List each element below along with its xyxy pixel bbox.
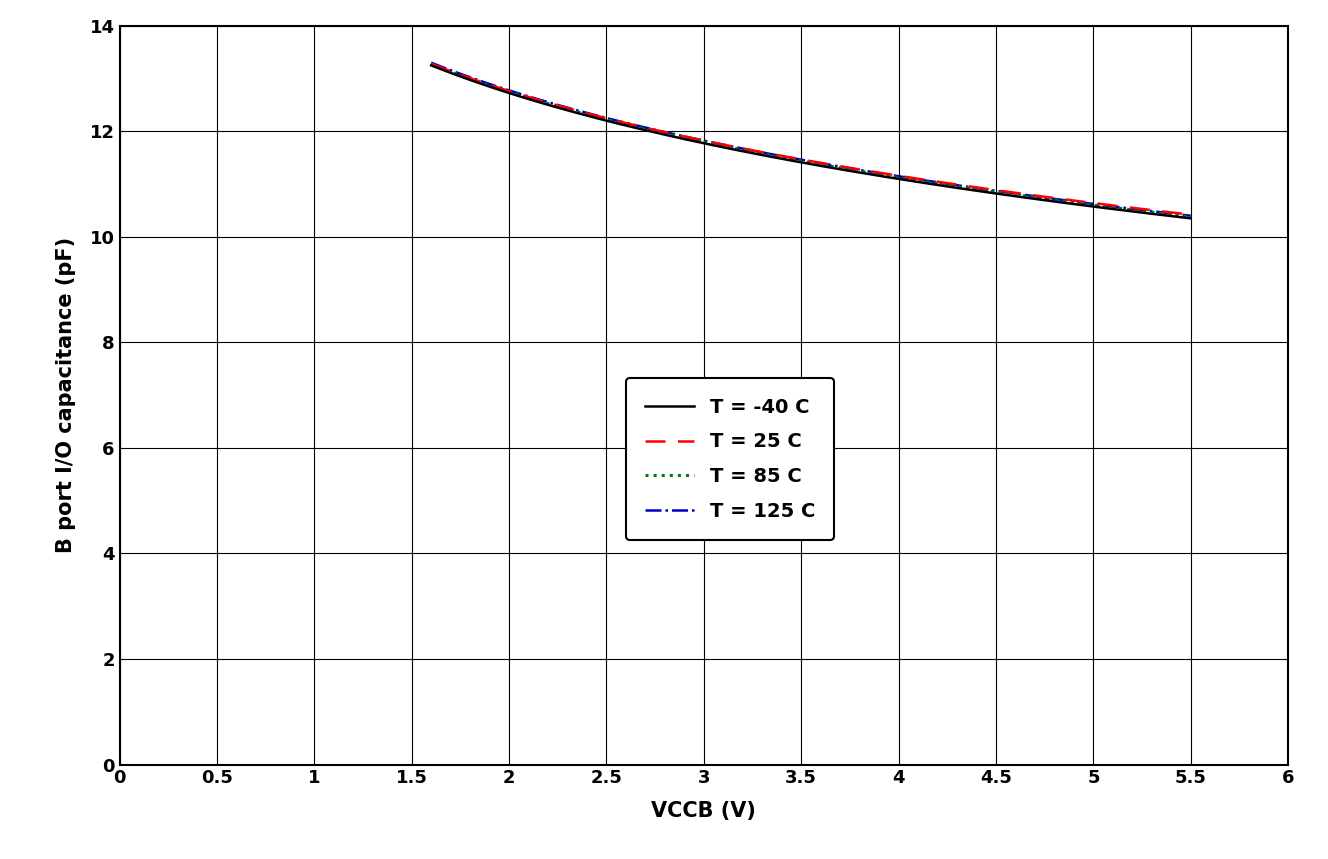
T = 125 C bbox=[730, 143, 746, 153]
T = 125 C bbox=[944, 180, 960, 190]
T = 25 C bbox=[424, 58, 440, 69]
Line: T = 85 C: T = 85 C bbox=[432, 64, 1191, 216]
Line: T = 125 C: T = 125 C bbox=[432, 63, 1191, 216]
T = -40 C bbox=[1016, 192, 1032, 203]
T = -40 C bbox=[1029, 194, 1045, 204]
T = 125 C bbox=[758, 148, 774, 158]
T = 25 C bbox=[1183, 210, 1199, 220]
T = -40 C bbox=[1183, 213, 1199, 223]
T = 125 C bbox=[1029, 192, 1045, 202]
T = 85 C bbox=[1029, 192, 1045, 203]
T = -40 C bbox=[424, 60, 440, 70]
T = -40 C bbox=[501, 88, 517, 98]
T = 85 C bbox=[944, 180, 960, 191]
X-axis label: VCCB (V): VCCB (V) bbox=[652, 801, 756, 821]
T = 85 C bbox=[1183, 211, 1199, 222]
T = -40 C bbox=[944, 182, 960, 192]
T = 85 C bbox=[1016, 191, 1032, 201]
T = -40 C bbox=[730, 145, 746, 155]
T = 25 C bbox=[944, 179, 960, 189]
Y-axis label: B port I/O capacitance (pF): B port I/O capacitance (pF) bbox=[56, 237, 76, 553]
Legend: T = -40 C, T = 25 C, T = 85 C, T = 125 C: T = -40 C, T = 25 C, T = 85 C, T = 125 C bbox=[625, 379, 834, 540]
T = 25 C bbox=[730, 143, 746, 153]
Line: T = -40 C: T = -40 C bbox=[432, 65, 1191, 218]
Line: T = 25 C: T = 25 C bbox=[432, 64, 1191, 215]
T = 125 C bbox=[501, 85, 517, 95]
T = 25 C bbox=[1016, 189, 1032, 199]
T = 85 C bbox=[730, 143, 746, 154]
T = 85 C bbox=[758, 149, 774, 160]
T = 85 C bbox=[501, 87, 517, 97]
T = -40 C bbox=[758, 150, 774, 161]
T = 85 C bbox=[424, 59, 440, 70]
T = 125 C bbox=[1183, 210, 1199, 221]
T = 125 C bbox=[1016, 190, 1032, 200]
T = 25 C bbox=[501, 86, 517, 96]
T = 25 C bbox=[1029, 191, 1045, 201]
T = 25 C bbox=[758, 148, 774, 158]
T = 125 C bbox=[424, 58, 440, 68]
